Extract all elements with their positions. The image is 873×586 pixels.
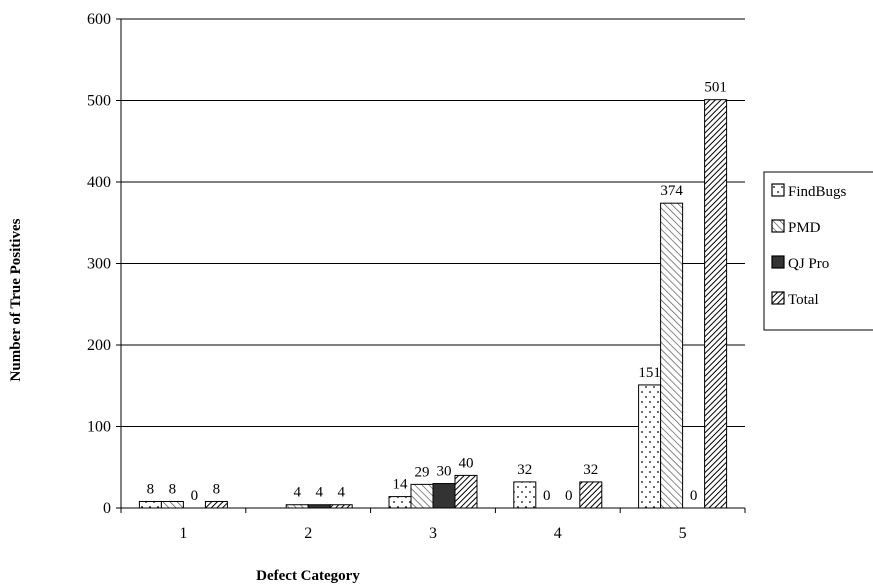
bar-total <box>454 474 478 509</box>
legend-swatch-pmd <box>771 219 785 233</box>
y-tick-label: 100 <box>87 419 111 436</box>
y-axis-title: Number of True Positives <box>8 218 24 381</box>
bar-total <box>579 481 603 509</box>
data-label: 151 <box>638 365 661 381</box>
y-tick-label: 500 <box>87 93 111 110</box>
x-tick-label: 2 <box>304 525 312 542</box>
x-tick-label: 3 <box>429 525 437 542</box>
data-label: 4 <box>315 485 323 501</box>
y-tick-label: 400 <box>87 174 111 191</box>
legend-swatch-qj-pro <box>771 255 785 269</box>
data-label: 0 <box>543 488 551 504</box>
y-tick-label: 600 <box>87 11 111 28</box>
x-tick-label: 5 <box>679 525 687 542</box>
y-tick-labels: 0 100 200 300 400 500 600 <box>87 11 111 517</box>
data-label: 0 <box>565 488 573 504</box>
data-label: 0 <box>690 488 698 504</box>
data-label: 30 <box>437 464 452 480</box>
x-tick-label: 1 <box>179 525 187 542</box>
bar-total <box>204 500 228 509</box>
bar-pmd <box>160 500 184 509</box>
y-tick-label: 200 <box>87 337 111 354</box>
data-label: 8 <box>147 481 155 497</box>
data-label: 40 <box>459 455 474 471</box>
bar-findbugs <box>388 496 412 509</box>
legend: FindBugs PMD QJ Pro Total <box>763 171 873 331</box>
data-label: 29 <box>415 464 430 480</box>
bar-total <box>704 99 728 509</box>
data-label: 501 <box>704 80 727 96</box>
data-label: 32 <box>517 462 532 478</box>
y-tick-label: 300 <box>87 256 111 273</box>
legend-swatch-findbugs <box>771 183 785 197</box>
x-axis-title: Defect Category <box>256 568 360 584</box>
x-tick-label: 4 <box>554 525 562 542</box>
x-tick-labels: 1 2 3 4 5 <box>179 525 686 542</box>
legend-label-findbugs: FindBugs <box>788 184 847 200</box>
data-label: 8 <box>169 481 177 497</box>
data-label: 4 <box>337 485 345 501</box>
legend-swatch-total <box>771 291 785 305</box>
legend-label-qj-pro: QJ Pro <box>788 256 829 272</box>
axes <box>116 18 746 513</box>
data-label: 14 <box>393 477 409 493</box>
bar-pmd <box>660 202 684 509</box>
data-label: 0 <box>191 488 199 504</box>
bars <box>138 99 728 509</box>
bar-pmd <box>410 483 434 509</box>
bar-findbugs <box>138 500 162 509</box>
bar-qj-pro <box>432 483 456 509</box>
legend-label-total: Total <box>788 292 819 308</box>
bar-findbugs <box>513 481 537 509</box>
y-tick-label: 0 <box>103 500 111 517</box>
data-label: 4 <box>293 485 301 501</box>
data-label: 8 <box>213 481 221 497</box>
legend-label-pmd: PMD <box>788 220 821 236</box>
data-label: 32 <box>583 462 598 478</box>
bar-findbugs <box>638 384 662 509</box>
data-label: 374 <box>660 183 683 199</box>
